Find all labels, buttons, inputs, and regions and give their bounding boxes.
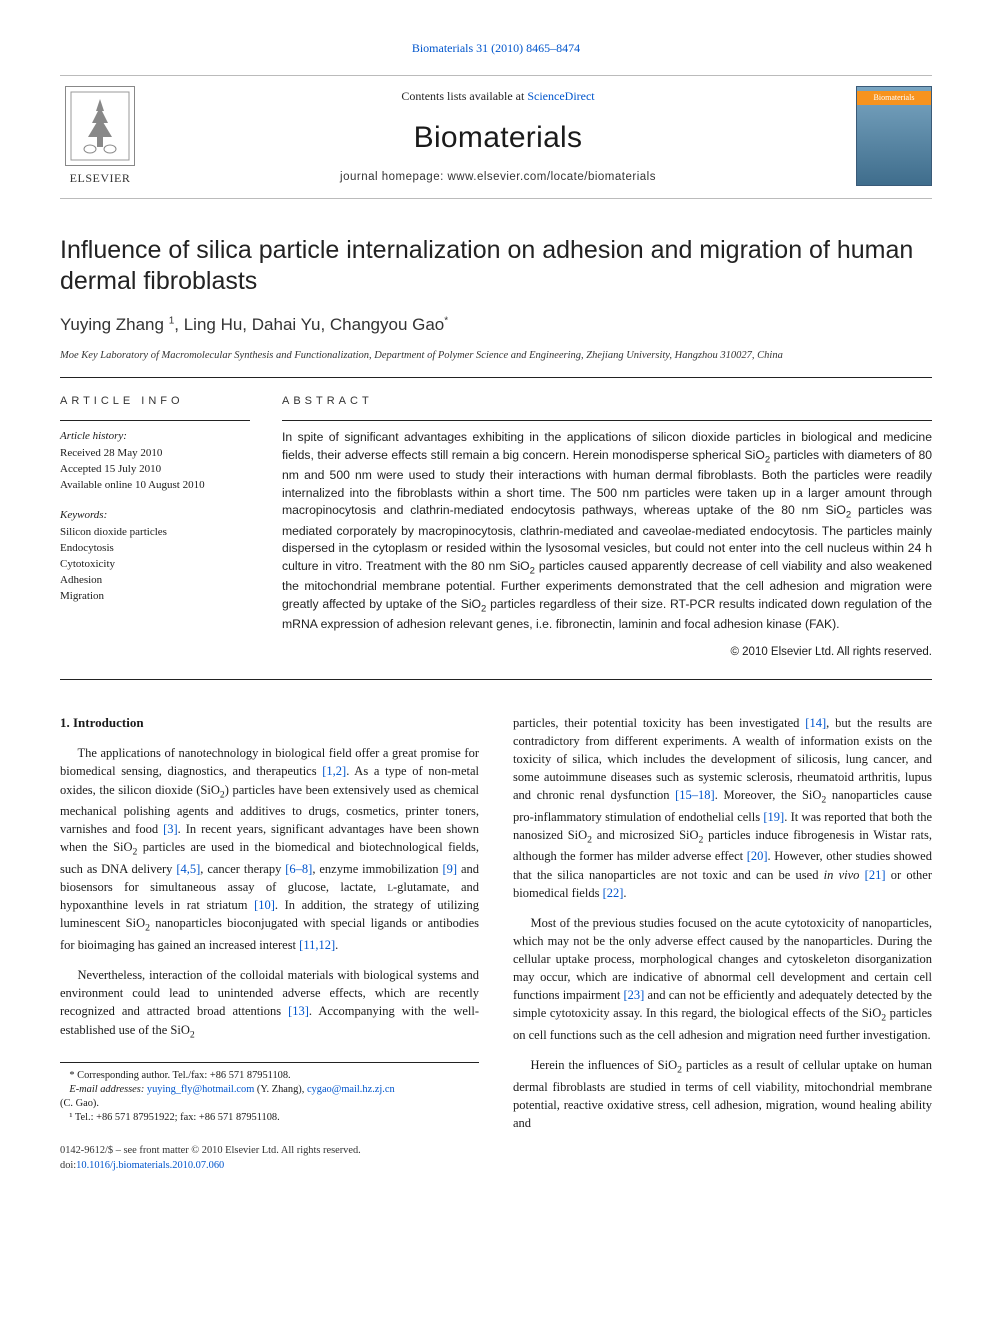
emails-prefix: E-mail addresses: [69,1084,147,1095]
journal-name: Biomaterials [414,116,583,160]
sciencedirect-link[interactable]: ScienceDirect [527,89,594,103]
keywords-head: Keywords: [60,508,250,524]
ref-link[interactable]: [3] [163,822,178,836]
doi-line: doi:10.1016/j.biomaterials.2010.07.060 [60,1158,479,1173]
ref-link[interactable]: [23] [624,988,645,1002]
keyword-item: Migration [60,590,104,602]
ref-link[interactable]: [11,12] [299,938,335,952]
ref-link[interactable]: [10] [254,898,275,912]
homepage-line: journal homepage: www.elsevier.com/locat… [340,169,656,186]
email-link[interactable]: cygao@mail.hz.zj.cn [307,1084,395,1095]
ref-link[interactable]: [21] [865,868,886,882]
article-info: ARTICLE INFO Article history: Received 2… [60,394,250,660]
email1-who: (Y. Zhang), [254,1084,307,1095]
online-line: Available online 10 August 2010 [60,478,250,494]
top-citation: Biomaterials 31 (2010) 8465–8474 [60,40,932,57]
body-columns: 1. Introduction The applications of nano… [60,714,932,1174]
citation-link[interactable]: Biomaterials 31 (2010) 8465–8474 [412,41,580,55]
affiliation: Moe Key Laboratory of Macromolecular Syn… [60,348,932,363]
ref-link[interactable]: [22] [603,886,624,900]
ref-link[interactable]: [20] [747,849,768,863]
abstract-rule [282,420,932,421]
body-col-left: 1. Introduction The applications of nano… [60,714,479,1174]
keyword-item: Silicon dioxide particles [60,526,167,538]
masthead-center: Contents lists available at ScienceDirec… [160,86,836,187]
keyword-item: Endocytosis [60,542,114,554]
keyword-item: Cytotoxicity [60,558,115,570]
abstract-text: In spite of significant advantages exhib… [282,429,932,634]
article-title: Influence of silica particle internaliza… [60,235,932,298]
abstract-label: ABSTRACT [282,394,932,410]
accepted-line: Accepted 15 July 2010 [60,462,250,478]
ref-link[interactable]: [19] [763,810,784,824]
body-para: Most of the previous studies focused on … [513,914,932,1044]
corresponding-author-note: * Corresponding author. Tel./fax: +86 57… [60,1069,479,1083]
ref-link[interactable]: [13] [288,1004,309,1018]
info-rule [60,420,250,421]
email2-who: (C. Gao). [60,1097,479,1111]
frontmatter-footer: 0142-9612/$ – see front matter © 2010 El… [60,1143,479,1173]
email-addresses-line: E-mail addresses: yuying_fly@hotmail.com… [60,1083,479,1097]
section-heading: 1. Introduction [60,714,479,733]
elsevier-tree-icon [65,86,135,166]
rule-bottom [60,679,932,680]
body-col-right: particles, their potential toxicity has … [513,714,932,1174]
doi-prefix: doi: [60,1160,76,1171]
body-para: Herein the influences of SiO2 particles … [513,1056,932,1132]
contents-prefix: Contents lists available at [401,89,527,103]
author-list: Yuying Zhang 1, Ling Hu, Dahai Yu, Chang… [60,313,932,338]
footnote-1: ¹ Tel.: +86 571 87951922; fax: +86 571 8… [60,1111,479,1125]
email-link[interactable]: yuying_fly@hotmail.com [147,1084,254,1095]
keyword-item: Adhesion [60,574,102,586]
cover-label: Biomaterials [857,91,931,105]
masthead: ELSEVIER Contents lists available at Sci… [60,75,932,198]
ref-link[interactable]: [15–18] [675,788,715,802]
journal-cover-thumb: Biomaterials [856,86,932,186]
footnotes: * Corresponding author. Tel./fax: +86 57… [60,1062,479,1125]
publisher-logo-block: ELSEVIER [60,86,140,187]
homepage-url: www.elsevier.com/locate/biomaterials [448,171,656,183]
abstract-column: ABSTRACT In spite of significant advanta… [282,394,932,660]
citation-journal: Biomaterials [412,41,473,55]
ref-link[interactable]: [6–8] [285,862,312,876]
history-block: Article history: Received 28 May 2010 Ac… [60,429,250,494]
ref-link[interactable]: [1,2] [322,764,346,778]
keywords-block: Keywords: Silicon dioxide particles Endo… [60,508,250,605]
ref-link[interactable]: [14] [805,716,826,730]
ref-link[interactable]: [4,5] [176,862,200,876]
history-head: Article history: [60,429,250,445]
ref-link[interactable]: [9] [442,862,457,876]
received-line: Received 28 May 2010 [60,446,250,462]
publisher-name: ELSEVIER [70,170,131,187]
article-info-label: ARTICLE INFO [60,394,250,410]
info-abstract-row: ARTICLE INFO Article history: Received 2… [60,378,932,678]
abstract-copyright: © 2010 Elsevier Ltd. All rights reserved… [282,644,932,661]
homepage-prefix: journal homepage: [340,171,447,183]
body-para: particles, their potential toxicity has … [513,714,932,902]
citation-volpages: 31 (2010) 8465–8474 [476,41,580,55]
body-para: The applications of nanotechnology in bi… [60,744,479,954]
issn-line: 0142-9612/$ – see front matter © 2010 El… [60,1143,479,1158]
doi-link[interactable]: 10.1016/j.biomaterials.2010.07.060 [76,1160,224,1171]
contents-line: Contents lists available at ScienceDirec… [401,88,594,105]
body-para: Nevertheless, interaction of the colloid… [60,966,479,1042]
